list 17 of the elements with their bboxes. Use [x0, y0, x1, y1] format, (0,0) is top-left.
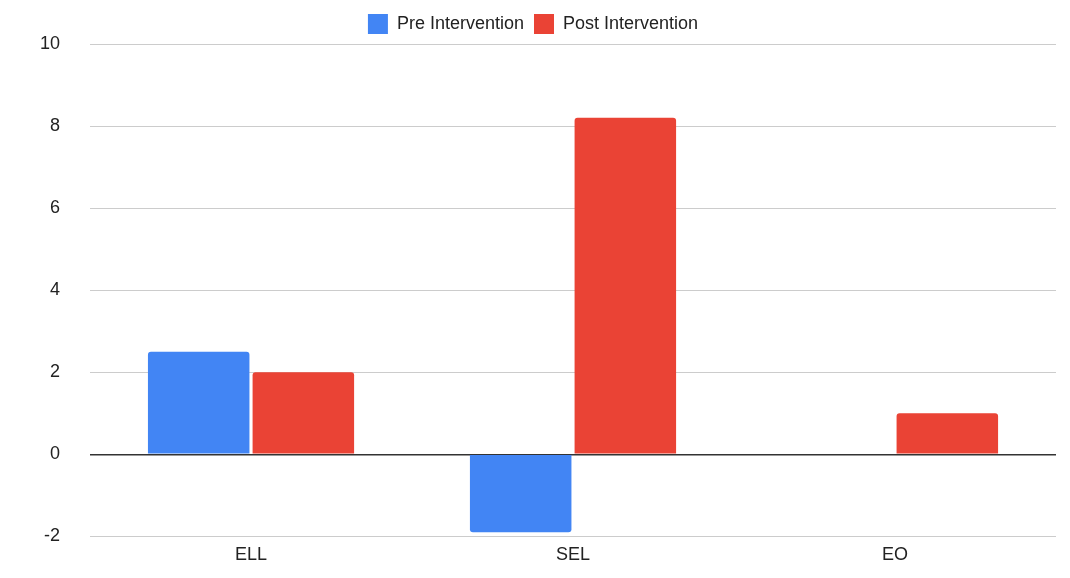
y-tick-label: 2 [50, 361, 61, 382]
x-tick-label: EO [882, 544, 909, 565]
y-tick-label: 0 [50, 443, 61, 464]
bar [896, 413, 999, 454]
bar [574, 117, 677, 454]
x-tick-label: ELL [235, 544, 268, 565]
bar [147, 351, 250, 454]
legend-label: Pre Intervention [396, 12, 524, 33]
y-tick-label: 8 [50, 115, 61, 136]
y-tick-label: 6 [50, 197, 61, 218]
legend-label: Post Intervention [563, 12, 699, 33]
bar [252, 372, 355, 454]
y-tick-label: 4 [50, 279, 61, 300]
y-tick-label: -2 [44, 525, 61, 546]
x-tick-label: SEL [556, 544, 591, 565]
y-tick-label: 10 [39, 32, 61, 53]
bar [469, 455, 572, 533]
